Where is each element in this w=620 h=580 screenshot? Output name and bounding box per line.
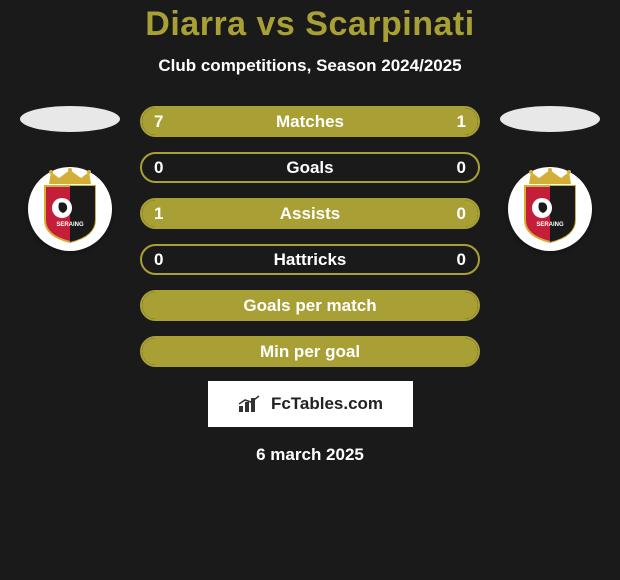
watermark: FcTables.com [208,381,413,427]
watermark-text: FcTables.com [271,394,383,414]
stat-label: Goals per match [243,296,376,316]
stats-column: 7 1 Matches 0 0 Goals 1 0 Assists 0 0 Hattricks Goal… [140,106,480,367]
player-right-portrait-placeholder [500,106,600,132]
player-right-club-badge: SERAING [508,167,592,251]
stat-label: Hattricks [274,250,347,270]
svg-text:SERAING: SERAING [536,222,564,228]
stat-value-left: 1 [154,204,163,224]
shield-icon: SERAING [521,182,579,244]
date: 6 march 2025 [256,445,364,465]
svg-text:SERAING: SERAING [56,222,84,228]
player-left-column: SERAING [10,106,130,251]
chart-icon [237,394,265,414]
stat-label: Min per goal [260,342,360,362]
stat-label: Assists [280,204,340,224]
main-area: SERAING 7 1 Matches 0 0 Goals 1 0 Assists 0 0 Hattr… [0,106,620,367]
page-title: Diarra vs Scarpinati [145,5,474,44]
stat-bar: 7 1 Matches [140,106,480,137]
player-left-club-badge: SERAING [28,167,112,251]
stat-value-right: 0 [457,250,466,270]
shield-icon: SERAING [41,182,99,244]
stat-value-left: 0 [154,158,163,178]
stat-bar: Goals per match [140,290,480,321]
stat-value-right: 0 [457,204,466,224]
stat-bar: Min per goal [140,336,480,367]
badge-graphic: SERAING [33,172,107,246]
player-left-portrait-placeholder [20,106,120,132]
stat-label: Goals [286,158,333,178]
stat-bar: 0 0 Goals [140,152,480,183]
stat-value-left: 0 [154,250,163,270]
player-right-column: SERAING [490,106,610,251]
stat-label: Matches [276,112,344,132]
stat-value-right: 0 [457,158,466,178]
comparison-card: Diarra vs Scarpinati Club competitions, … [0,0,620,580]
stat-value-left: 7 [154,112,163,132]
badge-graphic: SERAING [513,172,587,246]
subtitle: Club competitions, Season 2024/2025 [158,56,461,76]
stat-value-right: 1 [457,112,466,132]
stat-bar: 0 0 Hattricks [140,244,480,275]
stat-bar: 1 0 Assists [140,198,480,229]
